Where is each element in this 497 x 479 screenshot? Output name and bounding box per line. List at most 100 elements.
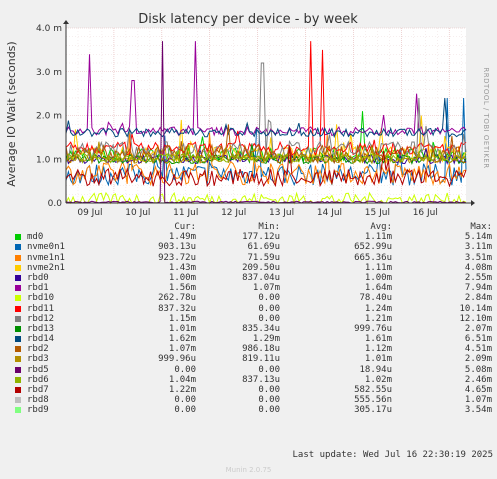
legend-row: rbd2 1.07m 986.18u 1.12m 4.51m	[12, 344, 492, 354]
legend-swatch	[15, 244, 21, 251]
legend: Cur: Min: Avg: Max: md0 1.49m 177.12u 1.11m…	[12, 222, 492, 416]
legend-cur: 1.56m	[168, 283, 196, 294]
series-layer	[65, 41, 467, 205]
legend-min: 986.18u	[242, 344, 280, 355]
legend-avg: 652.99u	[354, 242, 392, 253]
legend-name: rbd3	[27, 354, 49, 365]
legend-max: 5.08m	[464, 364, 492, 375]
legend-max: 12.10m	[459, 313, 492, 324]
last-update: Last update: Wed Jul 16 22:30:19 2025	[292, 450, 493, 460]
legend-name: rbd6	[27, 374, 49, 385]
y-tick-label: 0.0	[48, 199, 63, 209]
legend-avg: 582.55u	[354, 385, 392, 395]
legend-avg: 1.24m	[364, 303, 392, 314]
legend-name: nvme2n1	[27, 262, 65, 273]
series-line-nvme0n1	[65, 97, 467, 187]
legend-row: rbd5 0.00 0.00 18.94u 5.08m	[12, 365, 492, 375]
legend-avg: 1.21m	[364, 313, 392, 324]
legend-min: 819.11u	[242, 354, 280, 365]
legend-max: 2.09m	[464, 354, 492, 365]
legend-name: rbd10	[27, 293, 55, 304]
legend-avg: 1.64m	[364, 283, 392, 294]
legend-swatch	[15, 254, 21, 261]
legend-min: 0.00	[258, 385, 280, 395]
chart-title: Disk latency per device - by week	[138, 12, 358, 27]
legend-max: 2.07m	[464, 323, 492, 334]
legend-cur: 903.13u	[158, 242, 196, 253]
legend-row: rbd1 1.56m 1.07m 1.64m 7.94m	[12, 283, 492, 293]
legend-name: rbd14	[27, 334, 55, 345]
series-line-rbd7	[65, 145, 467, 188]
legend-row: rbd8 0.00 0.00 555.56n 1.07m	[12, 395, 492, 405]
x-tick-label: 12 Jul	[221, 208, 246, 218]
legend-name: rbd8	[27, 395, 49, 406]
y-tick-label: 2.0 m	[36, 112, 62, 122]
legend-cur: 1.15m	[168, 313, 196, 324]
series-line-rbd6	[65, 144, 467, 165]
legend-name: rbd7	[27, 385, 49, 395]
legend-swatch	[15, 336, 21, 343]
legend-max: 3.54m	[464, 405, 492, 416]
legend-cur: 1.07m	[168, 344, 196, 355]
y-tick-label: 4.0 m	[36, 24, 62, 34]
legend-swatch	[15, 325, 21, 332]
series-line-rbd1	[65, 41, 467, 138]
legend-max: 4.08m	[464, 262, 492, 273]
legend-avg: 999.76u	[354, 323, 392, 334]
legend-min: 0.00	[258, 313, 280, 324]
legend-max: 7.94m	[464, 283, 492, 294]
legend-name: rbd9	[27, 405, 49, 416]
legend-name: rbd12	[27, 313, 55, 324]
legend-row: rbd13 1.01m 835.34u 999.76u 2.07m	[12, 324, 492, 334]
legend-min: 0.00	[258, 293, 280, 304]
legend-row: rbd6 1.04m 837.13u 1.02m 2.46m	[12, 375, 492, 385]
legend-min: 837.13u	[242, 374, 280, 385]
legend-header-max: Max:	[470, 222, 492, 232]
legend-cur: 1.04m	[168, 374, 196, 385]
axes: 0.0 1.0 m 2.0 m 3.0 m 4.0 m 09 Jul 10 Jul 11 Ju…	[36, 20, 475, 218]
legend-swatch	[15, 305, 21, 312]
legend-swatch	[15, 315, 21, 322]
legend-row: rbd9 0.00 0.00 305.17u 3.54m	[12, 405, 492, 415]
legend-min: 1.29m	[252, 334, 280, 345]
legend-swatch	[15, 387, 21, 393]
legend-name: md0	[27, 232, 44, 243]
legend-avg: 1.01m	[364, 354, 392, 365]
legend-cur: 1.00m	[168, 272, 196, 283]
legend-cur: 837.32u	[158, 303, 196, 314]
legend-avg: 1.61m	[364, 334, 392, 345]
x-tick-label: 15 Jul	[365, 208, 390, 218]
x-tick-label: 14 Jul	[317, 208, 342, 218]
legend-row: rbd10 262.78u 0.00 78.40u 2.84m	[12, 293, 492, 303]
legend-cur: 923.72u	[158, 252, 196, 263]
legend-header-cur: Cur:	[174, 222, 196, 232]
legend-avg: 1.12m	[364, 344, 392, 355]
x-tick-label: 10 Jul	[125, 208, 150, 218]
x-tick-label: 16 Jul	[413, 208, 438, 218]
legend-row: rbd11 837.32u 0.00 1.24m 10.14m	[12, 304, 492, 314]
legend-swatch	[15, 295, 21, 302]
legend-cur: 999.96u	[158, 354, 196, 365]
y-tick-label: 1.0 m	[36, 155, 62, 165]
legend-cur: 0.00	[174, 364, 196, 375]
legend-cur: 1.43m	[168, 262, 196, 273]
legend-row: rbd14 1.62m 1.29m 1.61m 6.51m	[12, 334, 492, 344]
legend-swatch	[15, 366, 21, 373]
legend-cur: 0.00	[174, 395, 196, 406]
x-tick-label: 13 Jul	[269, 208, 294, 218]
chart: Disk latency per device - by week Averag…	[5, 12, 490, 218]
legend-swatch	[15, 356, 21, 363]
legend-min: 1.07m	[252, 283, 280, 294]
legend-swatch	[15, 274, 21, 281]
legend-row: nvme2n1 1.43m 209.50u 1.11m 4.08m	[12, 263, 492, 273]
legend-min: 835.34u	[242, 323, 280, 334]
legend-cur: 262.78u	[158, 293, 196, 304]
x-axis-arrow	[471, 200, 475, 206]
legend-min: 71.59u	[247, 252, 280, 263]
legend-name: rbd13	[27, 323, 55, 334]
legend-avg: 18.94u	[359, 364, 392, 375]
legend-cur: 1.49m	[168, 232, 196, 243]
x-tick-label: 11 Jul	[173, 208, 198, 218]
legend-min: 0.00	[258, 303, 280, 314]
legend-name: nvme1n1	[27, 252, 65, 263]
